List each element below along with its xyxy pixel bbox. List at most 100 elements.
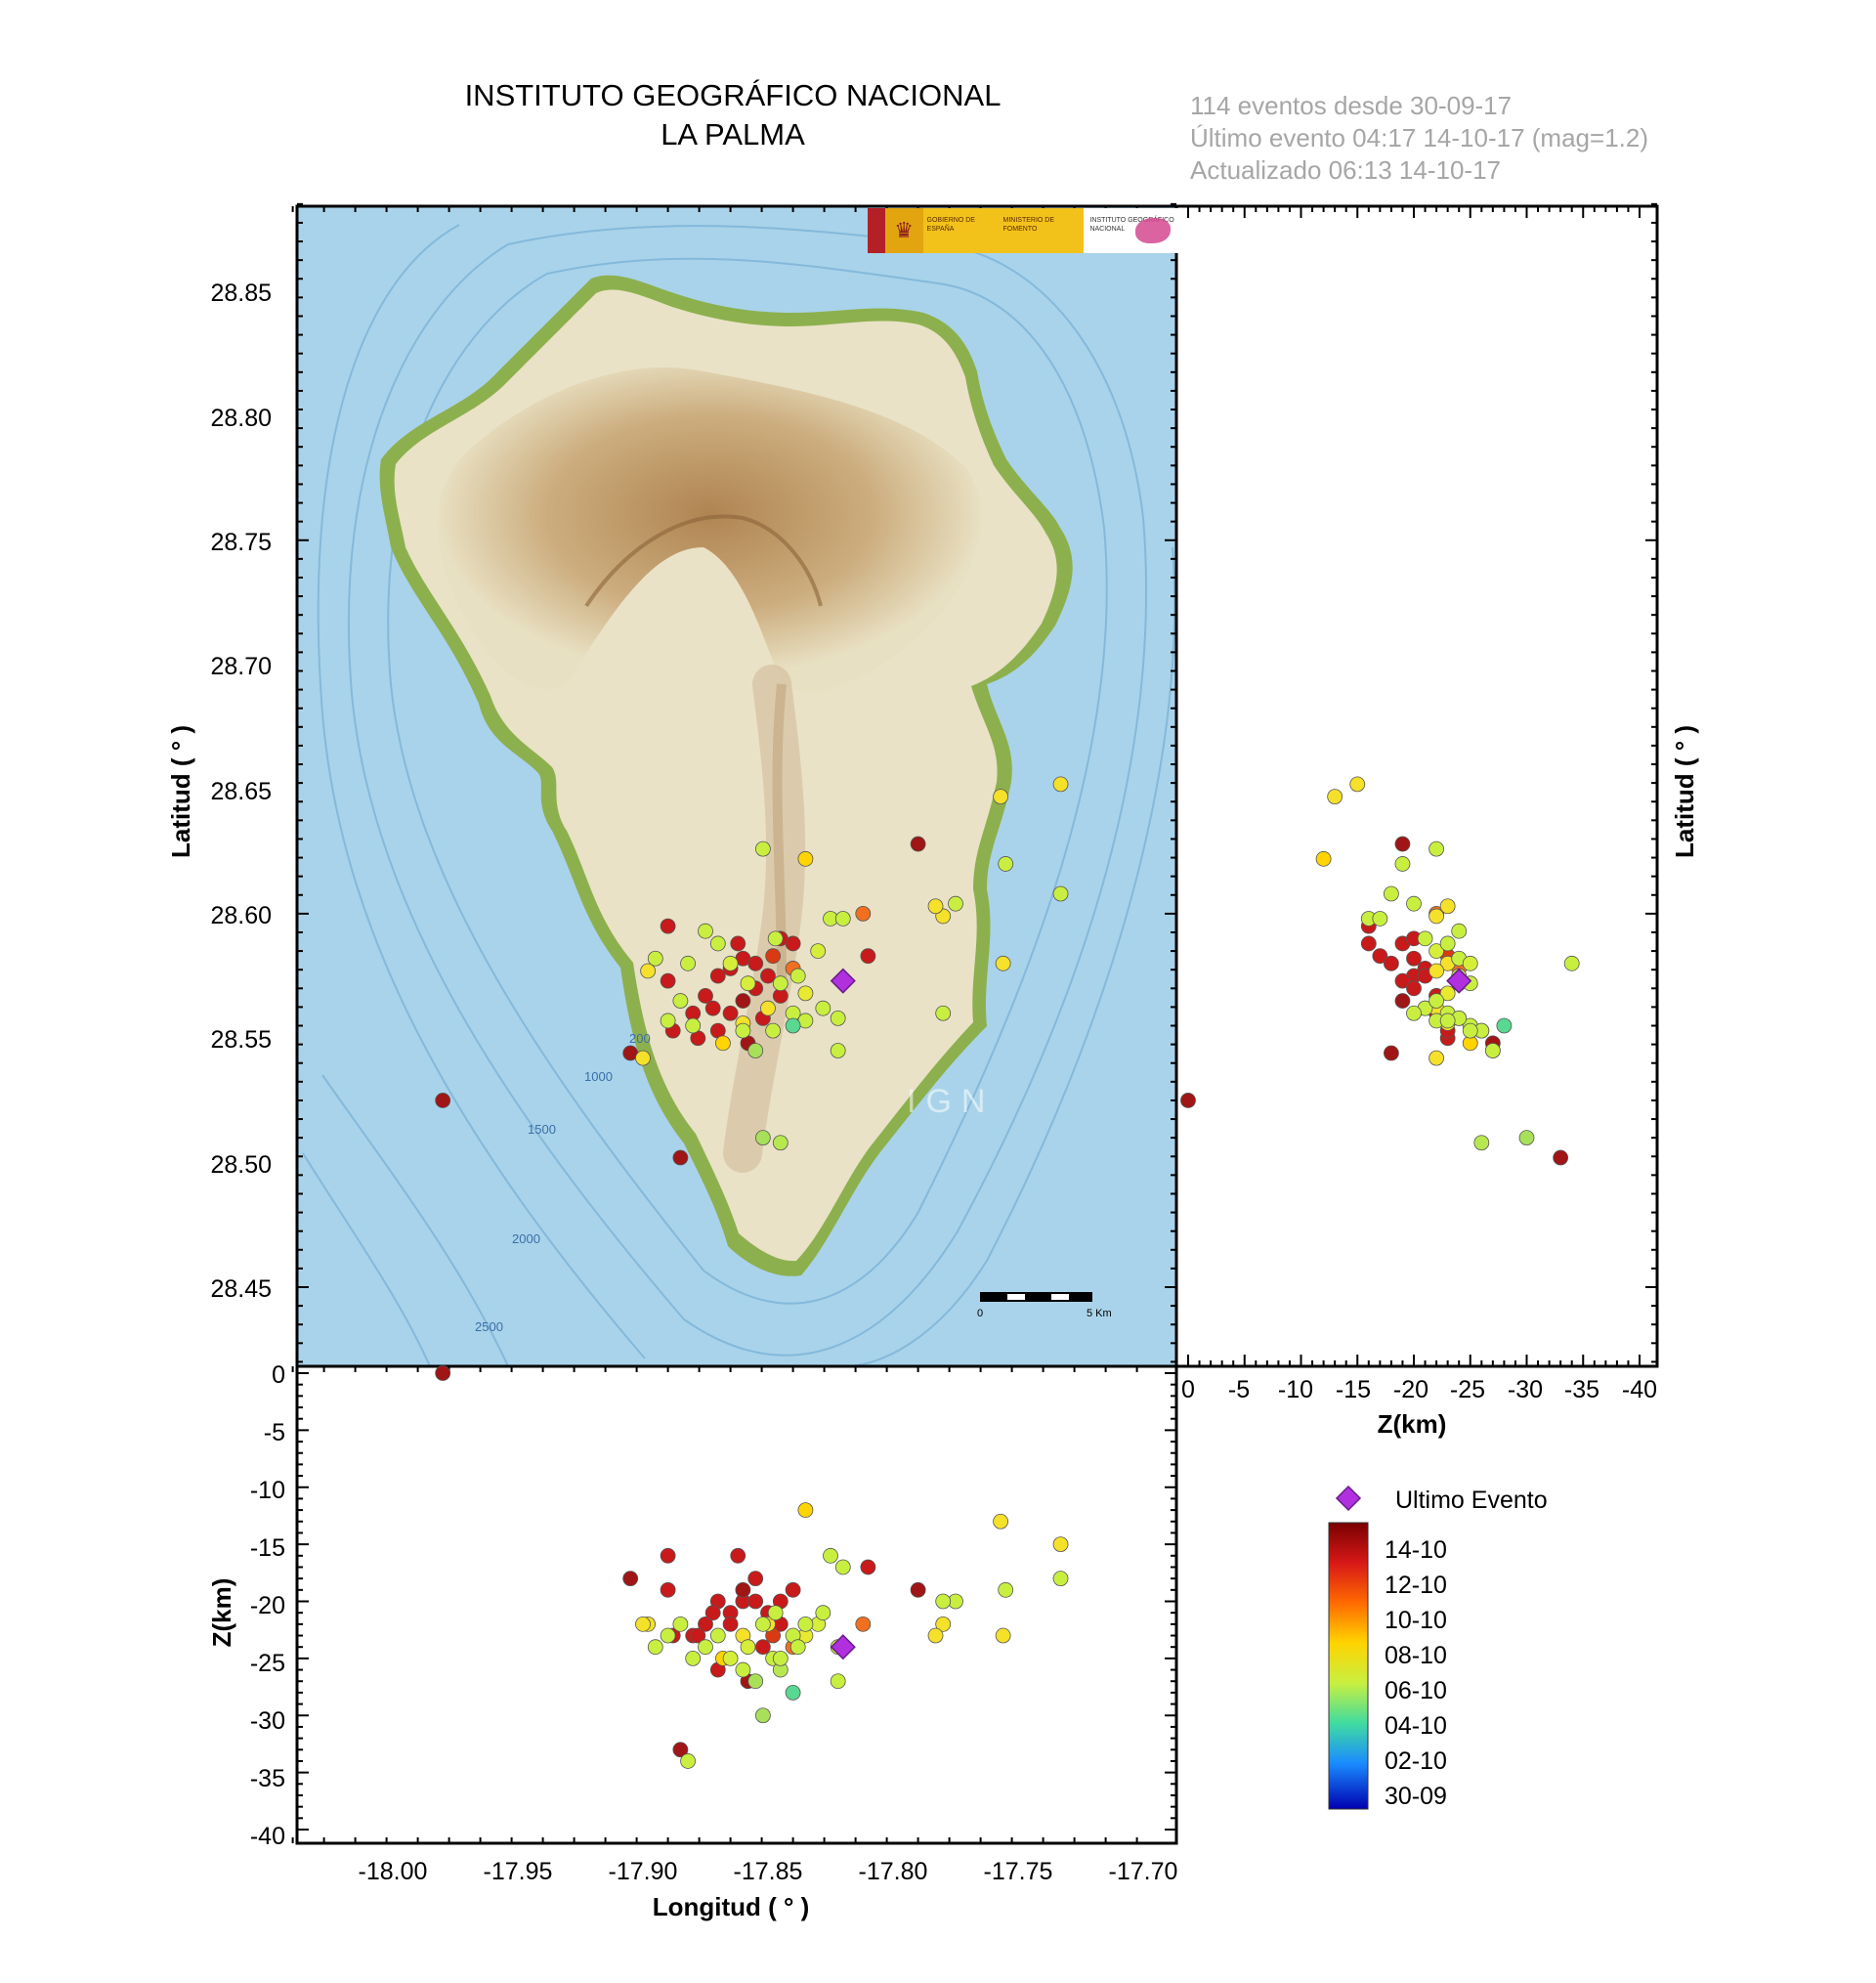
ign-watermark: IGN — [907, 1083, 995, 1120]
event-point — [647, 1639, 663, 1656]
gobierno-logo-text: GOBIERNO DE ESPAÑA — [926, 217, 975, 233]
title-line-2: LA PALMA — [661, 117, 805, 151]
event-point — [772, 975, 789, 992]
event-point — [823, 1547, 838, 1564]
event-point — [660, 918, 676, 934]
event-point — [797, 1616, 814, 1632]
ign-logo: INSTITUTO GEOGRÁFICO NACIONAL — [1084, 208, 1178, 253]
event-point — [1360, 935, 1377, 952]
event-point — [927, 1627, 944, 1644]
last-event-text: Último evento 04:17 14-10-17 (mag=1.2) — [1190, 123, 1648, 152]
events-lon-depth-layer — [435, 1365, 1069, 1769]
latitud-axis-label-left: Latitud ( ° ) — [166, 725, 195, 858]
event-point — [754, 841, 771, 857]
event-point — [1052, 776, 1069, 793]
z-tick: -30 — [1508, 1376, 1543, 1403]
event-point — [660, 972, 676, 989]
lat-tick: 28.50 — [210, 1151, 272, 1179]
lon-tick: -17.75 — [984, 1858, 1053, 1885]
event-point — [797, 850, 814, 867]
event-point — [622, 1571, 639, 1587]
lat-tick: 28.85 — [210, 280, 272, 307]
z-tick: -20 — [1393, 1376, 1428, 1403]
last-event-marker — [830, 968, 856, 994]
event-point — [910, 1581, 926, 1598]
lat-tick: 28.45 — [210, 1275, 272, 1303]
legend-scale-label: 14-10 — [1385, 1536, 1447, 1564]
z-tick: -25 — [250, 1650, 285, 1677]
event-point — [747, 1593, 764, 1610]
last-event-marker — [1446, 968, 1472, 994]
event-point — [647, 950, 663, 967]
event-point — [740, 1639, 756, 1656]
legend-scale-label: 30-09 — [1385, 1783, 1447, 1810]
event-point — [855, 905, 872, 922]
event-point — [1372, 948, 1388, 965]
scale-end-label: 5 Km — [1087, 1308, 1112, 1319]
event-point — [722, 1616, 739, 1632]
lat-tick: 28.75 — [210, 529, 272, 556]
event-point — [685, 1650, 702, 1666]
event-point — [927, 898, 944, 915]
event-point — [785, 1581, 801, 1598]
event-point — [1384, 955, 1399, 971]
event-point — [680, 1753, 696, 1769]
event-point — [797, 1502, 814, 1518]
z-tick: -15 — [250, 1534, 285, 1562]
lon-tick: -17.85 — [734, 1858, 803, 1885]
event-point — [935, 1616, 952, 1632]
bathymetry-labels: 200 1000 1500 2000 2500 — [475, 1031, 651, 1334]
scale-start-label: 0 — [977, 1308, 983, 1319]
event-point — [660, 1627, 676, 1644]
event-point — [715, 1035, 731, 1052]
event-point — [1315, 850, 1332, 867]
event-point — [1349, 776, 1366, 793]
bathymetry-label-2500: 2500 — [475, 1319, 503, 1334]
events-depth-lat-layer — [1180, 776, 1580, 1166]
lat-tick: 28.80 — [210, 405, 272, 432]
event-point — [698, 923, 713, 939]
event-point — [1428, 993, 1444, 1009]
event-point — [747, 955, 764, 971]
event-point — [767, 1605, 784, 1621]
event-point — [1439, 898, 1456, 915]
z-tick: 0 — [1181, 1376, 1195, 1403]
event-point — [1394, 836, 1411, 852]
event-point — [830, 1010, 846, 1026]
event-point — [640, 963, 657, 979]
event-point — [1484, 1043, 1501, 1058]
event-point — [1428, 1050, 1444, 1066]
event-point — [1462, 1022, 1478, 1039]
event-point — [1473, 1135, 1490, 1151]
event-point — [660, 1013, 676, 1029]
event-point — [735, 1661, 751, 1678]
event-point — [995, 1627, 1011, 1644]
z-tick: -20 — [250, 1592, 285, 1619]
lon-tick: -17.90 — [609, 1858, 678, 1885]
event-point — [672, 993, 689, 1009]
bathymetry-label-1000: 1000 — [584, 1069, 613, 1084]
z-axis-label-vertical: Z(km) — [207, 1578, 236, 1648]
lon-tick: -17.70 — [1109, 1858, 1178, 1885]
z-tick: -10 — [1278, 1376, 1313, 1403]
z-axis-label-horizontal: Z(km) — [1378, 1409, 1447, 1439]
event-point — [834, 1559, 851, 1575]
title-line-1: INSTITUTO GEOGRÁFICO NACIONAL — [464, 78, 1002, 112]
event-point — [1406, 1005, 1422, 1021]
z-tick: -35 — [1564, 1376, 1599, 1403]
event-point — [1428, 943, 1444, 959]
event-point — [860, 1559, 876, 1575]
event-point — [1428, 908, 1444, 925]
event-point — [789, 968, 806, 984]
z-tick: -15 — [1336, 1376, 1371, 1403]
event-point — [1052, 1571, 1069, 1587]
scale-bar: 0 5 Km — [977, 1292, 1112, 1319]
legend-scale-label: 04-10 — [1385, 1712, 1447, 1740]
event-point — [754, 1130, 771, 1146]
legend-scale-label: 12-10 — [1385, 1572, 1447, 1599]
event-point — [709, 968, 726, 984]
z-tick: -30 — [250, 1707, 285, 1735]
depth-lat-frame — [1174, 204, 1659, 1368]
lon-tick-labels: -18.00 -17.95 -17.90 -17.85 -17.80 -17.7… — [359, 1858, 1178, 1885]
event-point — [1406, 950, 1422, 967]
